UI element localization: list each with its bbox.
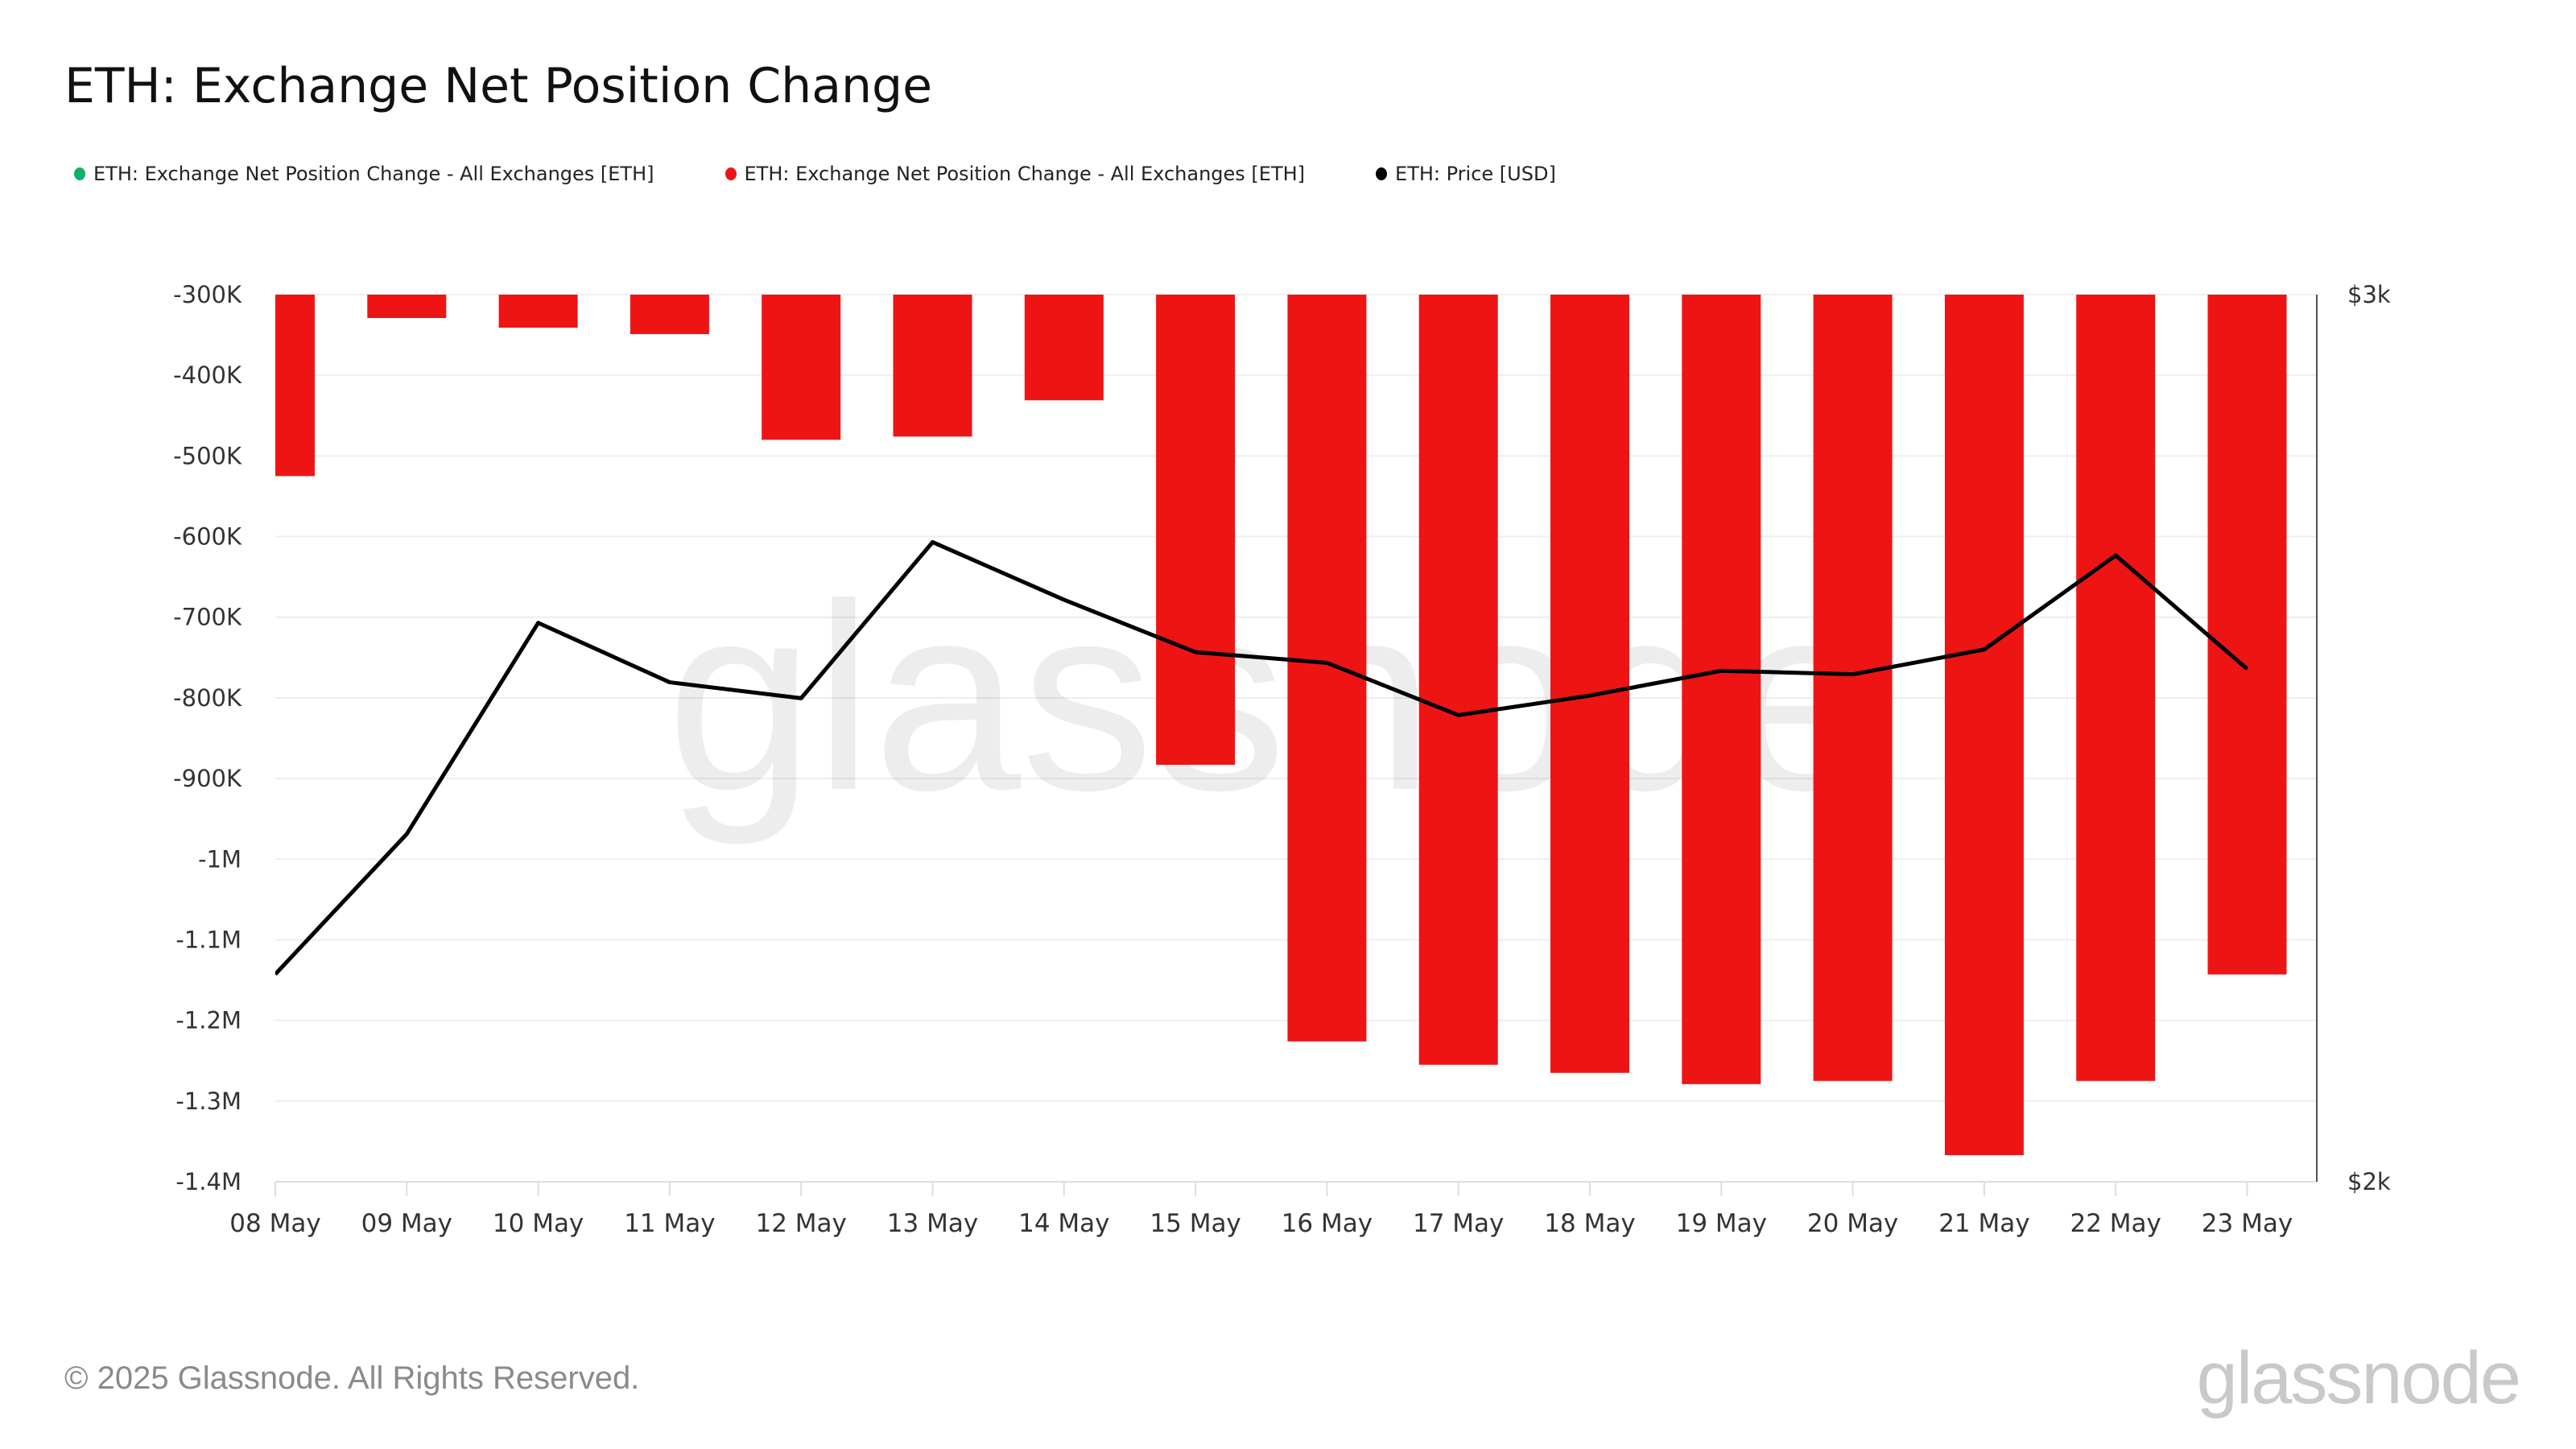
legend-dot-icon — [724, 167, 737, 180]
price-point — [1195, 651, 1196, 653]
x-tick-label: 15 May — [1150, 1209, 1241, 1238]
bar[interactable] — [2076, 295, 2156, 1081]
x-tick-label: 11 May — [624, 1209, 715, 1238]
bar[interactable] — [1156, 295, 1236, 766]
x-tick-label: 18 May — [1544, 1209, 1635, 1238]
x-tick-label: 09 May — [361, 1209, 452, 1238]
y-tick-label: -1.3M — [175, 1088, 242, 1115]
x-tick-label: 21 May — [1938, 1209, 2029, 1238]
price-point — [1852, 674, 1854, 675]
y-tick-label: -800K — [173, 684, 242, 712]
x-tick-label: 12 May — [756, 1209, 847, 1238]
bar[interactable] — [762, 295, 841, 440]
x-tick-label: 23 May — [2202, 1209, 2293, 1238]
y-tick-label: -1.4M — [175, 1168, 242, 1195]
y-tick-label: -1M — [198, 845, 242, 873]
legend-item-green[interactable]: ETH: Exchange Net Position Change - All … — [74, 163, 654, 185]
legend: ETH: Exchange Net Position Change - All … — [74, 163, 1556, 185]
right-tick-label: $3k — [2347, 281, 2391, 308]
bar[interactable] — [1024, 295, 1104, 401]
legend-item-price[interactable]: ETH: Price [USD] — [1376, 163, 1556, 185]
legend-dot-icon — [74, 167, 85, 180]
y-tick-label: -900K — [173, 765, 242, 792]
price-line[interactable] — [275, 539, 2249, 976]
price-point — [800, 697, 802, 699]
legend-label: ETH: Exchange Net Position Change - All … — [744, 163, 1306, 185]
y-tick-label: -400K — [173, 361, 242, 389]
bar[interactable] — [1682, 295, 1761, 1084]
copyright: © 2025 Glassnode. All Rights Reserved. — [64, 1360, 640, 1396]
price-point — [1063, 599, 1065, 601]
y-tick-label: -600K — [173, 523, 242, 551]
x-tick-label: 10 May — [493, 1209, 584, 1238]
y-tick-label: -1.1M — [175, 926, 242, 953]
plot-area — [236, 295, 2287, 1155]
bar[interactable] — [893, 295, 972, 437]
x-tick-label: 08 May — [229, 1209, 320, 1238]
legend-dot-icon — [1376, 167, 1388, 180]
price-point — [1458, 714, 1459, 716]
price-point — [932, 541, 933, 543]
watermark: glassnode — [667, 548, 1878, 847]
legend-item-red[interactable]: ETH: Exchange Net Position Change - All … — [724, 163, 1306, 185]
right-tick-label: $2k — [2347, 1168, 2391, 1195]
x-tick-label: 19 May — [1676, 1209, 1767, 1238]
x-tick-label: 13 May — [887, 1209, 978, 1238]
bar[interactable] — [630, 295, 709, 335]
bar[interactable] — [1813, 295, 1893, 1081]
bar[interactable] — [1287, 295, 1367, 1042]
bar[interactable] — [498, 295, 578, 328]
bar[interactable] — [367, 295, 447, 319]
bar[interactable] — [1944, 295, 2024, 1155]
y-tick-label: -500K — [173, 442, 242, 469]
x-tick-label: 22 May — [2070, 1209, 2161, 1238]
bar[interactable] — [1550, 295, 1629, 1073]
bar[interactable] — [2207, 295, 2287, 975]
price-point — [275, 973, 276, 975]
chart-title: ETH: Exchange Net Position Change — [64, 58, 933, 114]
bar[interactable] — [236, 295, 315, 477]
x-tick-label: 16 May — [1282, 1209, 1373, 1238]
legend-label: ETH: Price [USD] — [1395, 163, 1556, 185]
glassnode-logo: glassnode — [2196, 1337, 2521, 1419]
legend-label: ETH: Exchange Net Position Change - All … — [93, 163, 654, 185]
price-point — [538, 622, 539, 624]
price-point — [669, 682, 671, 683]
y-tick-label: -1.2M — [175, 1007, 242, 1034]
price-point — [2247, 668, 2248, 670]
bar[interactable] — [1418, 295, 1498, 1065]
x-tick-label: 14 May — [1018, 1209, 1109, 1238]
x-tick-label: 20 May — [1807, 1209, 1898, 1238]
y-tick-label: -300K — [173, 281, 242, 308]
y-tick-label: -700K — [173, 604, 242, 631]
x-tick-label: 17 May — [1413, 1209, 1504, 1238]
